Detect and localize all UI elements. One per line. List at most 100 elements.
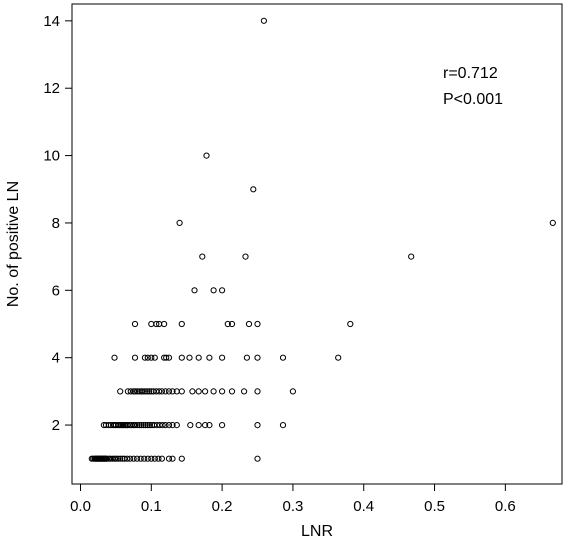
- data-point: [146, 388, 153, 395]
- data-point: [347, 320, 354, 328]
- y-axis: 2 4 6 8 10 12 14: [43, 13, 72, 434]
- data-point: [158, 455, 165, 462]
- data-point: [203, 152, 210, 159]
- data-point: [254, 354, 261, 361]
- data-point: [186, 354, 193, 361]
- data-point: [242, 253, 249, 260]
- data-point: [189, 388, 196, 395]
- data-point: [206, 422, 213, 429]
- p-value-annotation: P<0.001: [443, 91, 503, 108]
- data-point: [165, 422, 173, 429]
- data-point: [169, 388, 176, 395]
- data-point: [254, 455, 261, 462]
- data-point: [173, 422, 180, 429]
- data-point: [195, 388, 202, 395]
- data-point: [150, 388, 157, 395]
- data-point: [159, 422, 166, 429]
- data-points: [88, 17, 556, 462]
- data-point: [134, 455, 141, 462]
- data-point: [162, 388, 169, 395]
- data-point: [111, 354, 118, 361]
- data-point: [153, 320, 160, 328]
- data-point: [245, 320, 253, 328]
- data-point: [219, 388, 226, 395]
- data-point: [241, 388, 248, 395]
- data-point: [130, 455, 137, 462]
- data-point: [148, 354, 155, 361]
- data-point: [136, 422, 143, 429]
- data-point: [156, 422, 163, 429]
- data-point: [162, 422, 169, 429]
- data-point: [121, 455, 128, 462]
- data-point: [195, 422, 202, 429]
- data-point: [199, 253, 206, 260]
- data-point: [178, 354, 185, 361]
- x-axis: 0.0 0.1 0.2 0.3 0.4 0.5 0.6: [70, 484, 516, 515]
- data-point: [254, 320, 261, 328]
- data-point: [161, 320, 168, 328]
- x-tick-label: 0.5: [424, 498, 445, 515]
- data-point: [107, 455, 114, 462]
- data-point: [151, 455, 158, 462]
- y-tick-label: 6: [52, 282, 60, 299]
- data-point: [210, 287, 217, 294]
- data-point: [210, 388, 217, 395]
- data-point: [141, 354, 148, 361]
- data-point: [140, 422, 147, 429]
- data-point: [219, 422, 226, 429]
- x-axis-title: LNR: [301, 523, 333, 540]
- data-point: [163, 354, 170, 361]
- data-point: [165, 354, 173, 361]
- data-point: [131, 354, 139, 361]
- data-point: [279, 422, 287, 429]
- y-tick-label: 14: [43, 13, 60, 30]
- data-point: [191, 287, 198, 294]
- data-point: [144, 422, 151, 429]
- data-point: [176, 219, 183, 226]
- data-point: [219, 287, 226, 294]
- data-point: [131, 320, 139, 328]
- data-point: [112, 455, 120, 462]
- data-point: [202, 422, 209, 429]
- data-point: [146, 422, 153, 429]
- x-tick-label: 0.1: [141, 498, 162, 515]
- data-point: [250, 186, 257, 193]
- data-point: [228, 320, 236, 328]
- data-point: [335, 354, 342, 361]
- y-tick-label: 8: [52, 215, 60, 232]
- data-point: [169, 422, 176, 429]
- data-point: [178, 320, 185, 328]
- data-point: [137, 455, 144, 462]
- x-tick-label: 0.3: [282, 498, 303, 515]
- data-point: [169, 455, 176, 462]
- data-point: [127, 388, 134, 395]
- data-point: [187, 422, 194, 429]
- y-axis-title: No. of positive LN: [5, 181, 22, 307]
- data-point: [131, 388, 139, 395]
- data-point: [134, 388, 141, 395]
- data-point: [151, 422, 158, 429]
- data-point: [148, 455, 155, 462]
- data-point: [141, 455, 148, 462]
- data-point: [155, 455, 162, 462]
- data-point: [138, 422, 145, 429]
- data-point: [289, 388, 296, 395]
- data-point: [144, 388, 151, 395]
- data-point: [228, 388, 236, 395]
- data-point: [117, 388, 124, 395]
- data-point: [117, 455, 124, 462]
- data-point: [141, 388, 148, 395]
- data-point: [254, 422, 261, 429]
- data-point: [139, 388, 146, 395]
- data-point: [148, 320, 155, 328]
- data-point: [158, 388, 165, 395]
- data-point: [254, 388, 261, 395]
- data-point: [408, 253, 415, 260]
- x-tick-label: 0.2: [212, 498, 233, 515]
- data-point: [131, 422, 139, 429]
- data-point: [144, 455, 151, 462]
- data-point: [549, 219, 556, 226]
- correlation-annotation: r=0.712: [443, 65, 498, 82]
- data-point: [124, 422, 132, 429]
- data-point: [260, 17, 267, 24]
